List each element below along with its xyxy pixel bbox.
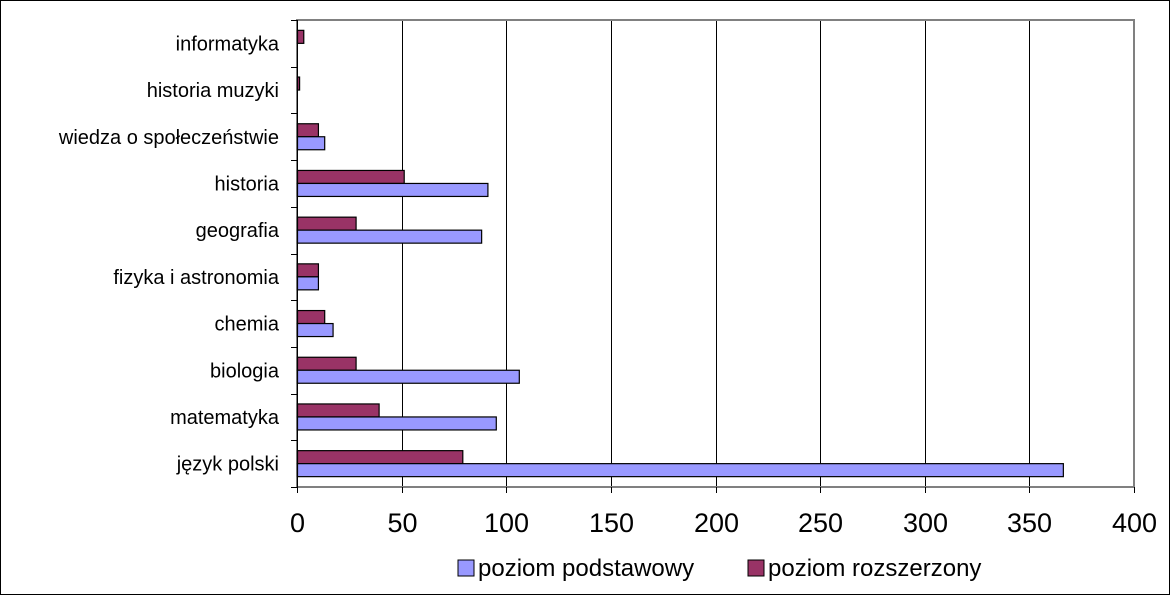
bar-rozszerzony: [296, 29, 305, 44]
x-tick-label: 250: [798, 508, 843, 538]
bar-podstawowy: [296, 136, 326, 151]
bar-podstawowy: [296, 322, 334, 338]
bar-rozszerzony: [296, 450, 464, 465]
y-category-label: geografia: [196, 220, 280, 242]
bar-podstawowy: [296, 276, 320, 291]
gridlines: [402, 20, 1030, 487]
legend-swatch: [747, 559, 765, 577]
x-tick-label: 350: [1007, 508, 1052, 538]
bar-podstawowy: [296, 182, 489, 198]
legend-label: poziom rozszerzony: [768, 555, 981, 582]
bar-podstawowy: [296, 416, 497, 431]
y-category-label: biologia: [210, 360, 280, 382]
x-tick-label: 0: [290, 508, 305, 538]
legend: poziom podstawowy poziom rozszerzony: [457, 555, 981, 582]
x-tick-label: 400: [1112, 508, 1157, 538]
bar-podstawowy: [296, 463, 1064, 478]
legend-label: poziom podstawowy: [478, 555, 694, 582]
x-tick-label: 100: [484, 508, 529, 538]
y-category-label: wiedza o społeczeństwie: [58, 127, 279, 149]
bar-podstawowy: [296, 369, 520, 384]
x-tick-label: 50: [387, 508, 417, 538]
x-tick-label: 300: [903, 508, 948, 538]
bar-rozszerzony: [296, 123, 320, 138]
bar-rozszerzony: [296, 403, 380, 418]
y-category-label: historia muzyki: [147, 80, 279, 102]
bar-rozszerzony: [296, 263, 320, 278]
bar-rozszerzony: [296, 309, 326, 325]
bar-rozszerzony: [296, 169, 405, 185]
axes: 0 50 100 150 200 250 300 350 400 język polski mate…: [58, 20, 1157, 538]
y-category-label: informatyka: [176, 33, 280, 55]
x-tick-label: 150: [589, 508, 634, 538]
y-category-label: chemia: [215, 314, 280, 336]
bar-podstawowy: [296, 229, 483, 244]
y-category-label: fizyka i astronomia: [113, 267, 279, 289]
legend-swatch: [457, 559, 475, 577]
y-category-label: historia: [215, 173, 280, 195]
bar-rozszerzony: [296, 216, 357, 231]
x-tick-label: 200: [694, 508, 739, 538]
y-category-label: język polski: [176, 454, 279, 476]
bar-rozszerzony: [296, 356, 357, 371]
y-category-label: matematyka: [170, 407, 280, 429]
